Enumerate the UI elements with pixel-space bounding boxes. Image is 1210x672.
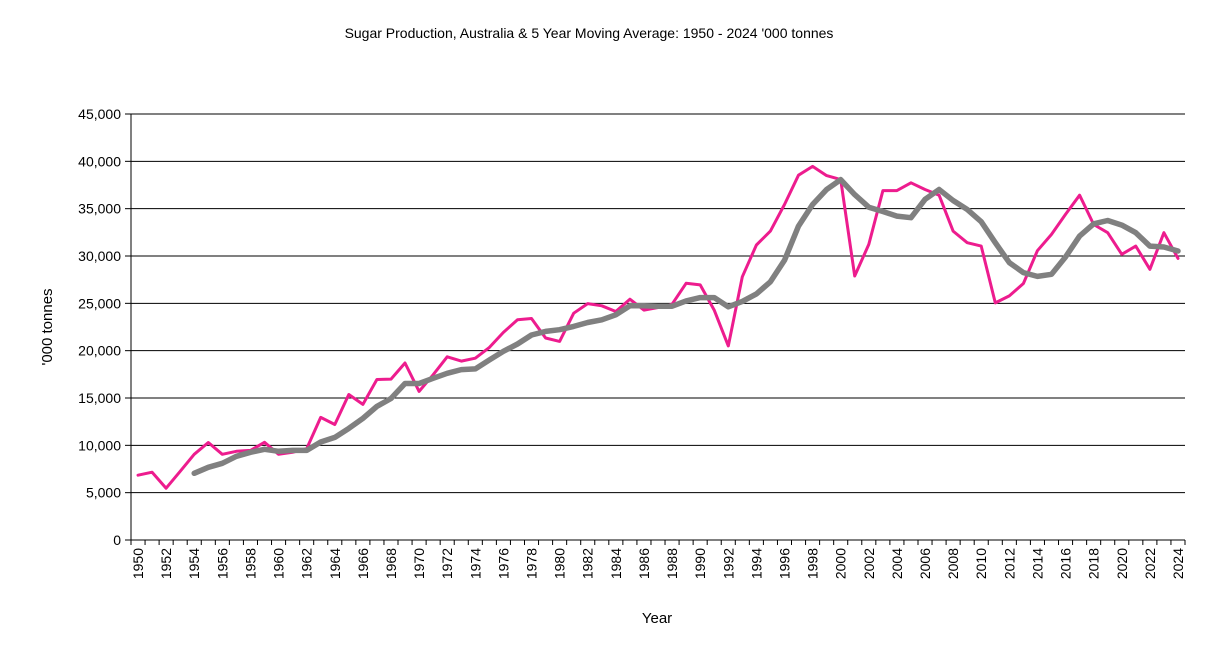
x-tick-label: 1958 (242, 548, 258, 579)
gridlines (131, 113, 1185, 494)
x-tick-label: 1992 (720, 548, 736, 579)
x-tick-label: 2006 (917, 548, 933, 579)
x-tick-label: 2018 (1086, 548, 1102, 579)
x-tick-label: 2024 (1170, 548, 1186, 579)
x-tick-label: 1960 (271, 548, 287, 579)
x-tick-label: 1978 (524, 548, 540, 579)
y-tick-label: 25,000 (78, 295, 121, 311)
x-tick-label: 2010 (973, 548, 989, 579)
x-tick-label: 1952 (158, 548, 174, 579)
x-tick-label: 2008 (945, 548, 961, 579)
x-axis-ticks: 1950 1952 1954 1956 1958 1960 1962 1964 1966 1968… (130, 540, 1186, 579)
chart-title: Sugar Production, Australia & 5 Year Mov… (345, 25, 834, 41)
y-tick-label: 0 (113, 532, 121, 548)
y-axis-ticks: 0 5,000 10,000 15,000 20,000 25,000 30,000 35,0… (78, 106, 131, 548)
x-tick-label: 2014 (1029, 548, 1045, 579)
y-tick-label: 20,000 (78, 343, 121, 359)
x-tick-label: 1990 (692, 548, 708, 579)
x-tick-label: 1994 (748, 548, 764, 579)
x-tick-label: 1950 (130, 548, 146, 579)
y-axis-title: '000 tonnes (39, 288, 56, 365)
x-axis-title: Year (642, 610, 672, 627)
x-tick-label: 2020 (1114, 548, 1130, 579)
x-tick-label: 2004 (889, 548, 905, 579)
x-tick-label: 1988 (664, 548, 680, 579)
x-tick-label: 1970 (411, 548, 427, 579)
x-tick-label: 1972 (439, 548, 455, 579)
x-tick-label: 1968 (383, 548, 399, 579)
x-tick-label: 1976 (495, 548, 511, 579)
x-tick-label: 2016 (1058, 548, 1074, 579)
x-tick-label: 1982 (580, 548, 596, 579)
y-tick-label: 10,000 (78, 437, 121, 453)
x-tick-label: 1974 (467, 548, 483, 579)
x-tick-label: 1996 (776, 548, 792, 579)
y-tick-label: 30,000 (78, 248, 121, 264)
x-tick-label: 1998 (805, 548, 821, 579)
y-tick-label: 45,000 (78, 106, 121, 122)
x-tick-label: 1962 (299, 548, 315, 579)
production-line (136, 164, 1180, 490)
y-tick-label: 40,000 (78, 153, 121, 169)
series-group (136, 164, 1181, 490)
x-tick-label: 2002 (861, 548, 877, 579)
y-tick-label: 5,000 (86, 485, 121, 501)
moving-average-line (191, 176, 1181, 477)
x-tick-label: 1980 (552, 548, 568, 579)
x-tick-label: 1956 (214, 548, 230, 579)
x-tick-label: 1954 (186, 548, 202, 579)
x-tick-label: 1966 (355, 548, 371, 579)
x-tick-label: 1984 (608, 548, 624, 579)
x-tick-label: 1964 (327, 548, 343, 579)
x-tick-label: 2000 (833, 548, 849, 579)
x-tick-label: 2022 (1142, 548, 1158, 579)
y-tick-label: 15,000 (78, 390, 121, 406)
x-tick-label: 1986 (636, 548, 652, 579)
y-tick-label: 35,000 (78, 201, 121, 217)
x-tick-label: 2012 (1001, 548, 1017, 579)
